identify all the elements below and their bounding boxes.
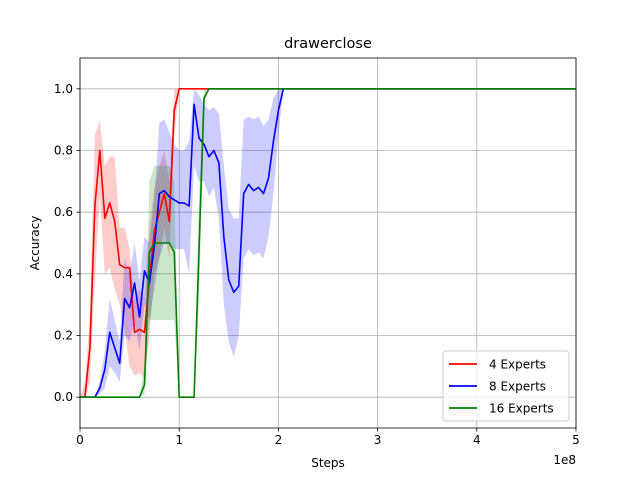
y-tick-label: 0.2: [54, 329, 73, 343]
chart-title: drawerclose: [284, 36, 372, 52]
x-tick-label: 3: [374, 433, 382, 447]
x-tick-label: 0: [76, 433, 84, 447]
line-4-experts: [80, 88, 576, 398]
x-tick-label: 5: [572, 433, 580, 447]
x-tick-label: 2: [275, 433, 283, 447]
line-16-experts: [80, 88, 576, 398]
legend: 4 Experts 8 Experts 16 Experts: [442, 350, 570, 422]
x-tick-label: 4: [473, 433, 481, 447]
y-axis-label: Accuracy: [28, 216, 42, 271]
x-axis-offset-label: 1e8: [553, 453, 576, 467]
y-tick-label: 0.0: [54, 390, 73, 404]
plot-frame: [79, 57, 577, 429]
y-tick-label: 0.6: [54, 205, 73, 219]
y-tick-label: 1.0: [54, 82, 73, 96]
y-tick-label: 0.4: [54, 267, 73, 281]
x-tick-label: 1: [175, 433, 183, 447]
legend-label-4-experts: 4 Experts: [489, 358, 546, 372]
legend-box: [442, 350, 570, 422]
series-lines: [80, 88, 576, 398]
line-8-experts: [80, 88, 576, 398]
x-axis-label: Steps: [311, 456, 345, 470]
confidence-bands: [80, 88, 576, 398]
y-axis-ticks: 0.0 0.2 0.4 0.6 0.8 1.0: [54, 82, 80, 404]
legend-label-8-experts: 8 Experts: [489, 380, 546, 394]
y-tick-label: 0.8: [54, 144, 73, 158]
band-8-experts: [80, 88, 576, 398]
x-axis-ticks: 0 1 2 3 4 5: [76, 428, 580, 447]
legend-label-16-experts: 16 Experts: [489, 402, 554, 416]
